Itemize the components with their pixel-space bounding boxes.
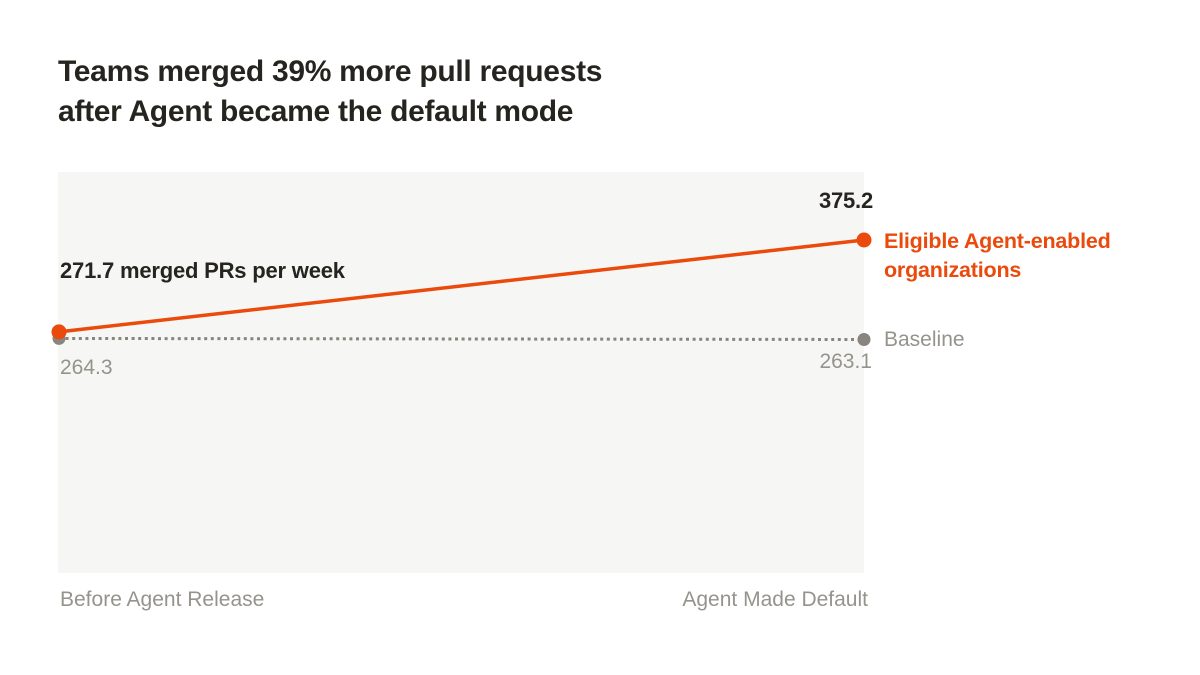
x-axis-label-agent-made-default: Agent Made Default [682, 588, 868, 611]
x-axis-label-before-agent-release: Before Agent Release [60, 588, 265, 611]
chart-title-line1: Teams merged 39% more pull requests [58, 55, 603, 88]
legend-agent-label: Eligible Agent-enabled organizations [884, 229, 1111, 282]
baseline-end-value-label: 263.1 [819, 350, 872, 373]
chart-title-line2: after Agent became the default mode [58, 95, 574, 128]
agent-end-value-label: 375.2 [818, 188, 873, 213]
baseline-start-value-label: 264.3 [60, 356, 113, 379]
legend-baseline-label: Baseline [884, 328, 965, 351]
plot-area [58, 172, 864, 573]
agent-start-value-label: 271.7 merged PRs per week [60, 258, 345, 283]
chart-title: Teams merged 39% more pull requests afte… [58, 52, 602, 132]
